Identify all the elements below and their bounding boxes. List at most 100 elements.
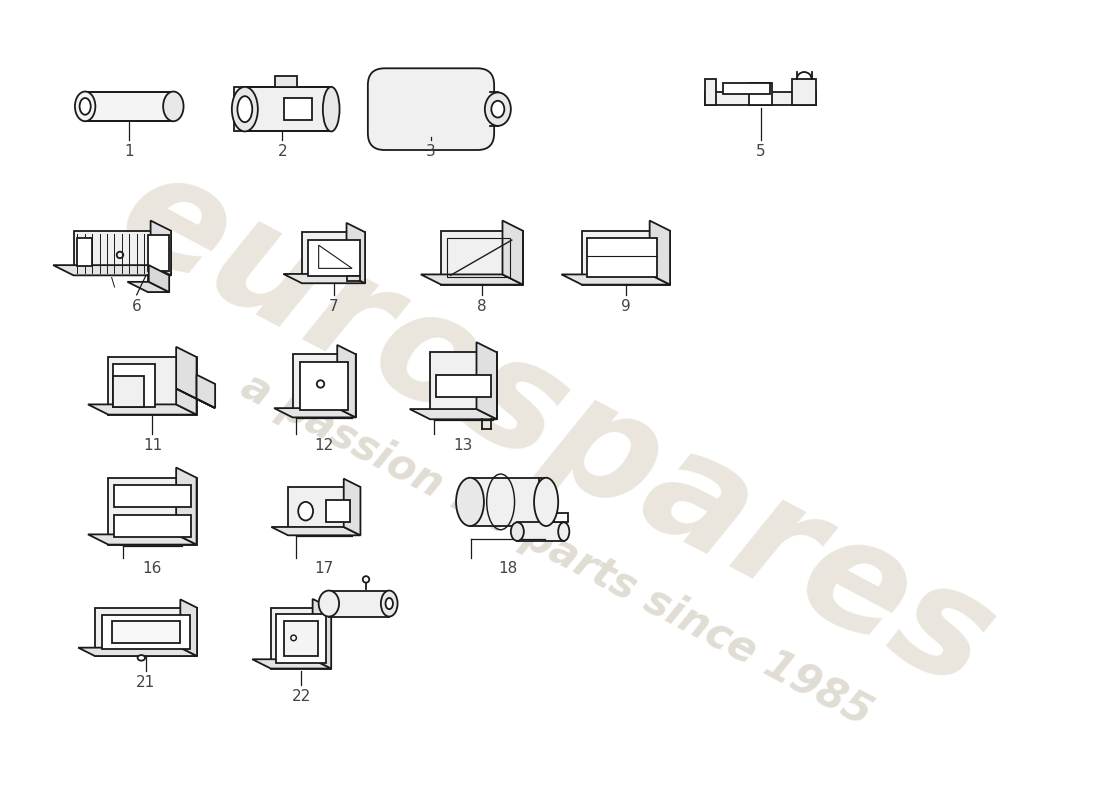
Polygon shape — [441, 230, 522, 285]
Ellipse shape — [232, 87, 257, 131]
Text: 16: 16 — [143, 562, 162, 576]
Ellipse shape — [485, 93, 510, 126]
Polygon shape — [346, 223, 365, 283]
Polygon shape — [587, 238, 657, 278]
Ellipse shape — [492, 101, 504, 118]
Polygon shape — [176, 389, 216, 408]
Polygon shape — [53, 265, 170, 275]
Polygon shape — [176, 347, 197, 414]
Ellipse shape — [79, 98, 90, 114]
Polygon shape — [430, 353, 497, 419]
Polygon shape — [111, 621, 180, 643]
FancyBboxPatch shape — [367, 68, 494, 150]
Ellipse shape — [163, 91, 184, 122]
Polygon shape — [95, 608, 197, 656]
Polygon shape — [151, 221, 170, 275]
Ellipse shape — [558, 522, 570, 541]
Text: 1: 1 — [124, 143, 134, 158]
Polygon shape — [114, 515, 191, 537]
Polygon shape — [113, 376, 144, 407]
Polygon shape — [503, 221, 522, 285]
Polygon shape — [276, 614, 326, 663]
Polygon shape — [272, 527, 361, 535]
Polygon shape — [301, 232, 365, 283]
Text: a passion for parts since 1985: a passion for parts since 1985 — [234, 366, 879, 735]
Polygon shape — [176, 467, 197, 545]
Text: \: \ — [111, 275, 114, 289]
Ellipse shape — [75, 91, 96, 122]
Polygon shape — [308, 240, 360, 276]
Polygon shape — [409, 409, 497, 419]
Ellipse shape — [385, 598, 393, 609]
Polygon shape — [274, 408, 355, 418]
Ellipse shape — [456, 478, 484, 526]
Polygon shape — [293, 354, 355, 418]
Polygon shape — [312, 599, 331, 669]
Polygon shape — [326, 500, 350, 522]
Ellipse shape — [290, 635, 296, 641]
Polygon shape — [284, 274, 365, 283]
Polygon shape — [582, 230, 670, 285]
Text: 5: 5 — [756, 143, 766, 158]
Polygon shape — [114, 485, 191, 507]
Polygon shape — [252, 659, 331, 669]
Polygon shape — [346, 276, 360, 282]
Text: 12: 12 — [315, 438, 334, 453]
Polygon shape — [421, 274, 522, 285]
Ellipse shape — [381, 590, 397, 617]
Polygon shape — [338, 345, 355, 418]
Polygon shape — [102, 615, 189, 649]
Text: 11: 11 — [143, 438, 162, 453]
Text: 22: 22 — [292, 689, 310, 703]
Ellipse shape — [319, 590, 339, 617]
Ellipse shape — [535, 478, 558, 526]
Ellipse shape — [510, 522, 524, 541]
Polygon shape — [180, 599, 197, 656]
Polygon shape — [470, 478, 546, 526]
Polygon shape — [85, 91, 174, 122]
Ellipse shape — [322, 87, 340, 131]
Ellipse shape — [317, 380, 324, 388]
Polygon shape — [436, 374, 492, 397]
Text: 7: 7 — [329, 298, 339, 314]
Polygon shape — [147, 235, 169, 270]
Text: 17: 17 — [315, 562, 334, 576]
Polygon shape — [329, 590, 389, 617]
Polygon shape — [650, 221, 670, 285]
Text: 6: 6 — [132, 298, 142, 314]
Polygon shape — [792, 79, 816, 106]
Polygon shape — [77, 238, 92, 266]
Polygon shape — [284, 621, 318, 655]
Polygon shape — [705, 93, 816, 106]
Text: 9: 9 — [621, 298, 630, 314]
Polygon shape — [271, 608, 331, 669]
Polygon shape — [88, 405, 197, 414]
Polygon shape — [300, 362, 349, 410]
Polygon shape — [284, 98, 312, 120]
Ellipse shape — [363, 576, 370, 582]
Polygon shape — [109, 357, 197, 414]
Polygon shape — [78, 648, 197, 656]
Ellipse shape — [298, 502, 314, 521]
Polygon shape — [724, 83, 770, 94]
Polygon shape — [343, 478, 361, 535]
Text: 8: 8 — [477, 298, 487, 314]
Ellipse shape — [138, 655, 145, 661]
Polygon shape — [749, 83, 772, 106]
Polygon shape — [109, 478, 197, 545]
Polygon shape — [275, 76, 297, 87]
Text: 18: 18 — [498, 562, 518, 576]
Polygon shape — [197, 374, 216, 408]
Polygon shape — [113, 365, 155, 407]
Text: 2: 2 — [277, 143, 287, 158]
Text: 3: 3 — [426, 143, 436, 158]
Polygon shape — [128, 282, 169, 292]
Polygon shape — [147, 275, 169, 292]
Text: 21: 21 — [136, 674, 155, 690]
Polygon shape — [148, 265, 169, 292]
Polygon shape — [554, 513, 569, 522]
Polygon shape — [233, 87, 331, 131]
Polygon shape — [517, 522, 564, 541]
Polygon shape — [88, 534, 197, 545]
Text: eurospares: eurospares — [95, 137, 1018, 722]
